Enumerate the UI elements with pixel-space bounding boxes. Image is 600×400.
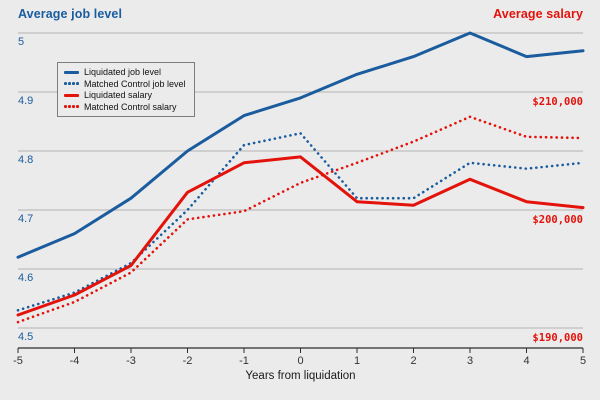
- x-axis-tick-label: 5: [580, 355, 586, 367]
- right-axis-tick-label: $200,000: [532, 214, 583, 226]
- x-axis-tick-label: -3: [126, 355, 136, 367]
- legend-item-label: Liquidated job level: [84, 67, 162, 78]
- dotted-line-swatch-icon: [64, 82, 79, 86]
- right-axis-tick-label: $210,000: [532, 96, 583, 108]
- series-line-matched-control-salary: [16, 115, 585, 324]
- dotted-line-swatch-icon: [64, 105, 79, 109]
- left-axis-title: Average job level: [18, 7, 123, 21]
- right-axis-title: Average salary: [493, 7, 583, 21]
- legend-item-label: Matched Control salary: [84, 101, 177, 112]
- x-axis-tick-label: -4: [70, 355, 80, 367]
- legend-item: Liquidated job level: [64, 67, 186, 78]
- x-axis-tick-label: 3: [467, 355, 473, 367]
- left-axis-tick-label: 4.9: [18, 95, 33, 107]
- series-line-liquidated-job-level: [16, 31, 585, 259]
- x-axis-tick-label: 2: [410, 355, 416, 367]
- legend-item: Matched Control salary: [64, 102, 186, 113]
- left-axis-tick-label: 4.5: [18, 331, 33, 343]
- x-axis-tick-label: -5: [13, 355, 23, 367]
- x-axis-label: Years from liquidation: [245, 370, 356, 382]
- legend-item-label: Matched Control job level: [84, 78, 186, 89]
- right-axis-tick-label: $190,000: [532, 332, 583, 344]
- left-axis-tick-label: 4.6: [18, 272, 33, 284]
- left-axis-tick-label: 4.7: [18, 213, 33, 225]
- x-axis-tick-label: -2: [183, 355, 193, 367]
- legend-item: Matched Control job level: [64, 79, 186, 90]
- x-axis-tick-label: -1: [239, 355, 249, 367]
- legend: Liquidated job level Matched Control job …: [57, 62, 195, 117]
- left-axis-tick-label: 5: [18, 36, 24, 48]
- legend-item-label: Liquidated salary: [84, 90, 153, 101]
- solid-line-swatch-icon: [64, 93, 79, 97]
- legend-item: Liquidated salary: [64, 90, 186, 101]
- x-axis-tick-label: 1: [354, 355, 360, 367]
- left-axis-tick-label: 4.8: [18, 154, 33, 166]
- solid-line-swatch-icon: [64, 70, 79, 74]
- x-axis-tick-label: 4: [523, 355, 529, 367]
- series-line-liquidated-salary: [16, 155, 585, 317]
- x-axis-tick-label: 0: [297, 355, 303, 367]
- series-line-matched-control-job-level: [16, 132, 585, 312]
